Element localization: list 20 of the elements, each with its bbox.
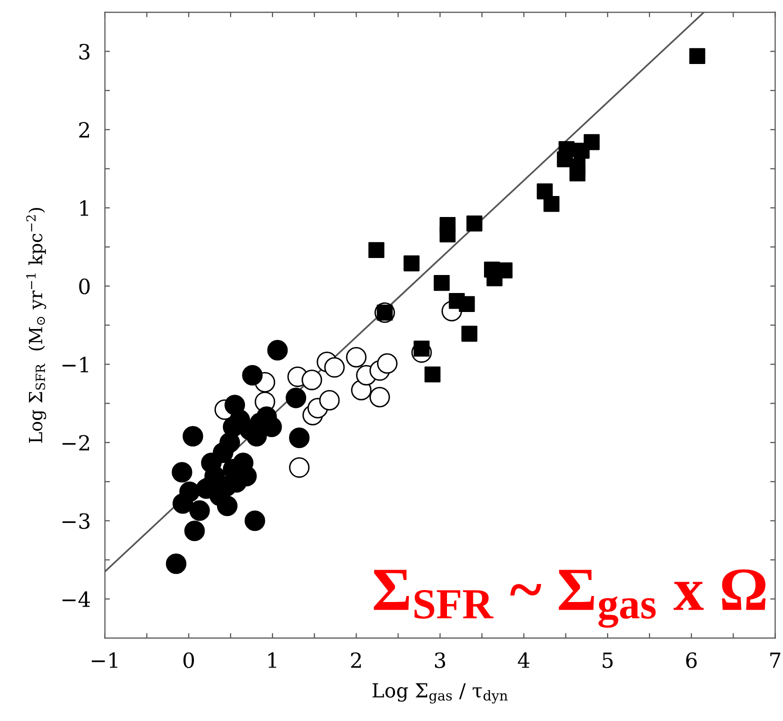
y-tick-label: −3 (62, 513, 90, 529)
y-tick-label: −2 (62, 434, 89, 450)
x-axis-title: Log Σ$_{gas}$ / τ$_{dyn}$ (372, 683, 508, 704)
y-tick-label: 3 (79, 44, 90, 60)
x-tick-label: 2 (351, 652, 361, 668)
annotation: Σ$_{SFR}$ ~ Σ$_{gas}$ x Ω (374, 569, 766, 628)
y-tick-label: −4 (62, 591, 90, 607)
text: Log Σ$_{SFR}$ (M$_{⊙}$ yr$^{−1}$ kpc$^{−2}$) (26, 208, 46, 443)
x-tick-label: 5 (602, 652, 613, 668)
x-tick-label: 3 (435, 652, 446, 668)
x-tick-label: 4 (518, 652, 530, 668)
x-tick-label: −1 (92, 652, 118, 668)
x-tick-label: 6 (686, 652, 697, 668)
y-tick-label: −1 (62, 356, 88, 372)
x-tick-label: 1 (268, 652, 276, 668)
x-tick-label: 0 (183, 652, 194, 668)
y-tick-label: 1 (80, 200, 88, 216)
y-tick-label: 0 (79, 278, 90, 294)
y-tick-label: 2 (79, 122, 89, 138)
x-tick-label: 7 (770, 652, 780, 668)
